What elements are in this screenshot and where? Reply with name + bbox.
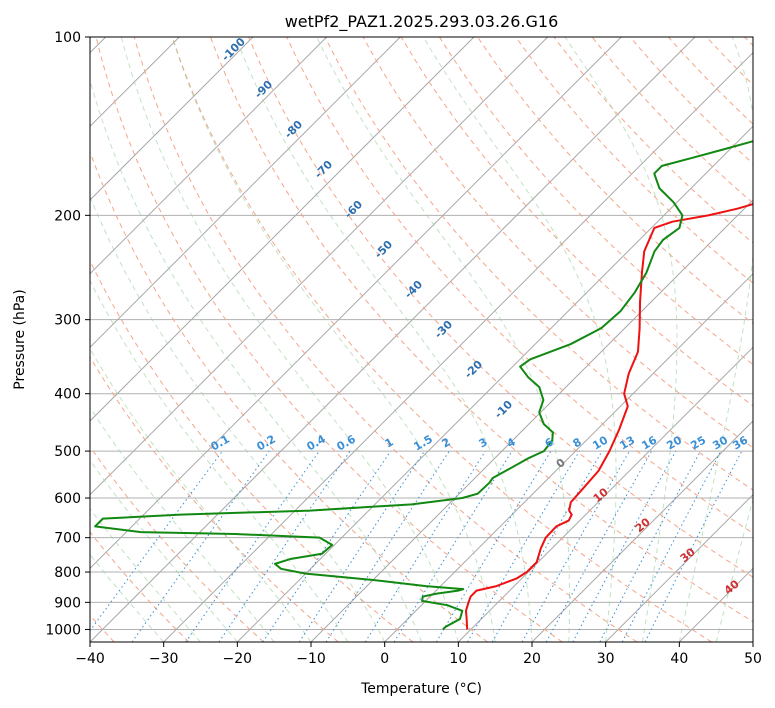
mixing-ratio-line <box>185 450 320 642</box>
x-tick-label: 40 <box>670 651 688 667</box>
moist-adiabat <box>171 37 496 642</box>
mixing-ratio-line <box>262 450 392 642</box>
isotherm-gridline <box>605 493 753 642</box>
dry-adiabat <box>90 259 414 642</box>
chart-title: wetPf2_PAZ1.2025.293.03.26.G16 <box>285 12 559 32</box>
isotherm-gridline <box>384 272 753 642</box>
isotherm-gridline <box>90 37 254 201</box>
isotherm-gridline <box>531 420 753 642</box>
axis-layer: −40 −30 −20 −10 0 10 20 30 40 50 100 200 300 400 500 60… <box>45 30 762 667</box>
x-tick-label: −30 <box>149 651 179 667</box>
x-tick-label: 20 <box>523 651 541 667</box>
plot-area: -100-90-80-70-60-50-40-30-20-100.1 0.2 0.4… <box>90 35 753 642</box>
isotherm-gridline <box>90 37 622 570</box>
mixing-ratio-line <box>393 450 513 642</box>
dewpoint-profile <box>94 140 753 631</box>
x-tick-label: −10 <box>296 651 326 667</box>
moist-adiabat <box>90 406 275 642</box>
dry-adiabat <box>400 37 753 407</box>
isotherm-gridline <box>90 37 328 275</box>
x-tick-label: 30 <box>597 651 615 667</box>
dry-adiabat <box>133 37 638 642</box>
moist-adiabat <box>422 37 617 642</box>
y-tick-label: 200 <box>54 208 81 224</box>
temperature-profile <box>464 203 753 630</box>
x-tick-label: 0 <box>380 651 389 667</box>
moist-adiabat <box>235 37 533 642</box>
dry-adiabat <box>248 37 753 578</box>
dry-adiabat <box>171 37 712 642</box>
mixing-ratio-line <box>435 450 552 642</box>
y-axis-label: Pressure (hPa) <box>12 289 28 389</box>
moist-adiabat <box>316 37 571 642</box>
y-tick-label: 300 <box>54 313 81 329</box>
moist-adiabat <box>564 37 678 642</box>
mixing-ratio-line <box>467 450 580 642</box>
dry-adiabat <box>95 37 563 642</box>
moist-adiabat <box>90 507 201 642</box>
x-tick-label: 50 <box>744 651 762 667</box>
mixing-ratio-line <box>364 450 486 642</box>
y-tick-label: 400 <box>54 387 81 403</box>
plot-frame <box>89 36 754 643</box>
grid-layer <box>90 37 753 642</box>
y-tick-label: 1000 <box>45 622 81 638</box>
isotherm-gridline <box>90 37 401 349</box>
series-layer <box>94 140 753 631</box>
moist-adiabat <box>90 195 386 642</box>
isotherm-gridline <box>90 37 696 642</box>
y-tick-label: 700 <box>54 531 81 547</box>
dry-adiabat <box>90 531 190 642</box>
dry-adiabat <box>90 150 488 642</box>
isotherm-gridline <box>457 346 753 642</box>
isotherm-gridline <box>236 125 753 642</box>
moist-adiabat <box>90 78 422 642</box>
moist-adiabat <box>120 37 459 642</box>
mixing-ratio-line <box>131 450 270 642</box>
moist-adiabat <box>90 459 238 642</box>
mixing-ratio-line <box>325 450 450 642</box>
y-tick-label: 800 <box>54 565 81 581</box>
dry-adiabat <box>439 37 753 366</box>
mixing-ratio-line <box>298 450 425 642</box>
dry-adiabat <box>515 37 753 284</box>
x-tick-label: −20 <box>223 651 253 667</box>
x-axis-label: Temperature (°C) <box>360 681 482 697</box>
moist-adiabat <box>90 553 165 642</box>
dry-adiabat <box>210 37 753 623</box>
isotherm-gridline <box>90 37 475 422</box>
y-tick-label: 900 <box>54 595 81 611</box>
mixing-ratio-line <box>218 450 351 642</box>
mixing-ratio-line <box>599 450 701 642</box>
isotherm-gridline <box>90 37 549 496</box>
y-tick-label: 500 <box>54 444 81 460</box>
isotherm-gridline <box>163 51 753 642</box>
mixing-ratio-line <box>572 450 677 642</box>
y-tick-label: 100 <box>54 30 81 46</box>
moist-adiabat <box>90 347 312 642</box>
x-tick-label: −40 <box>75 651 105 667</box>
y-tick-label: 600 <box>54 491 81 507</box>
dry-adiabat <box>90 445 264 642</box>
dry-adiabat <box>286 37 753 534</box>
x-tick-label: 10 <box>449 651 467 667</box>
